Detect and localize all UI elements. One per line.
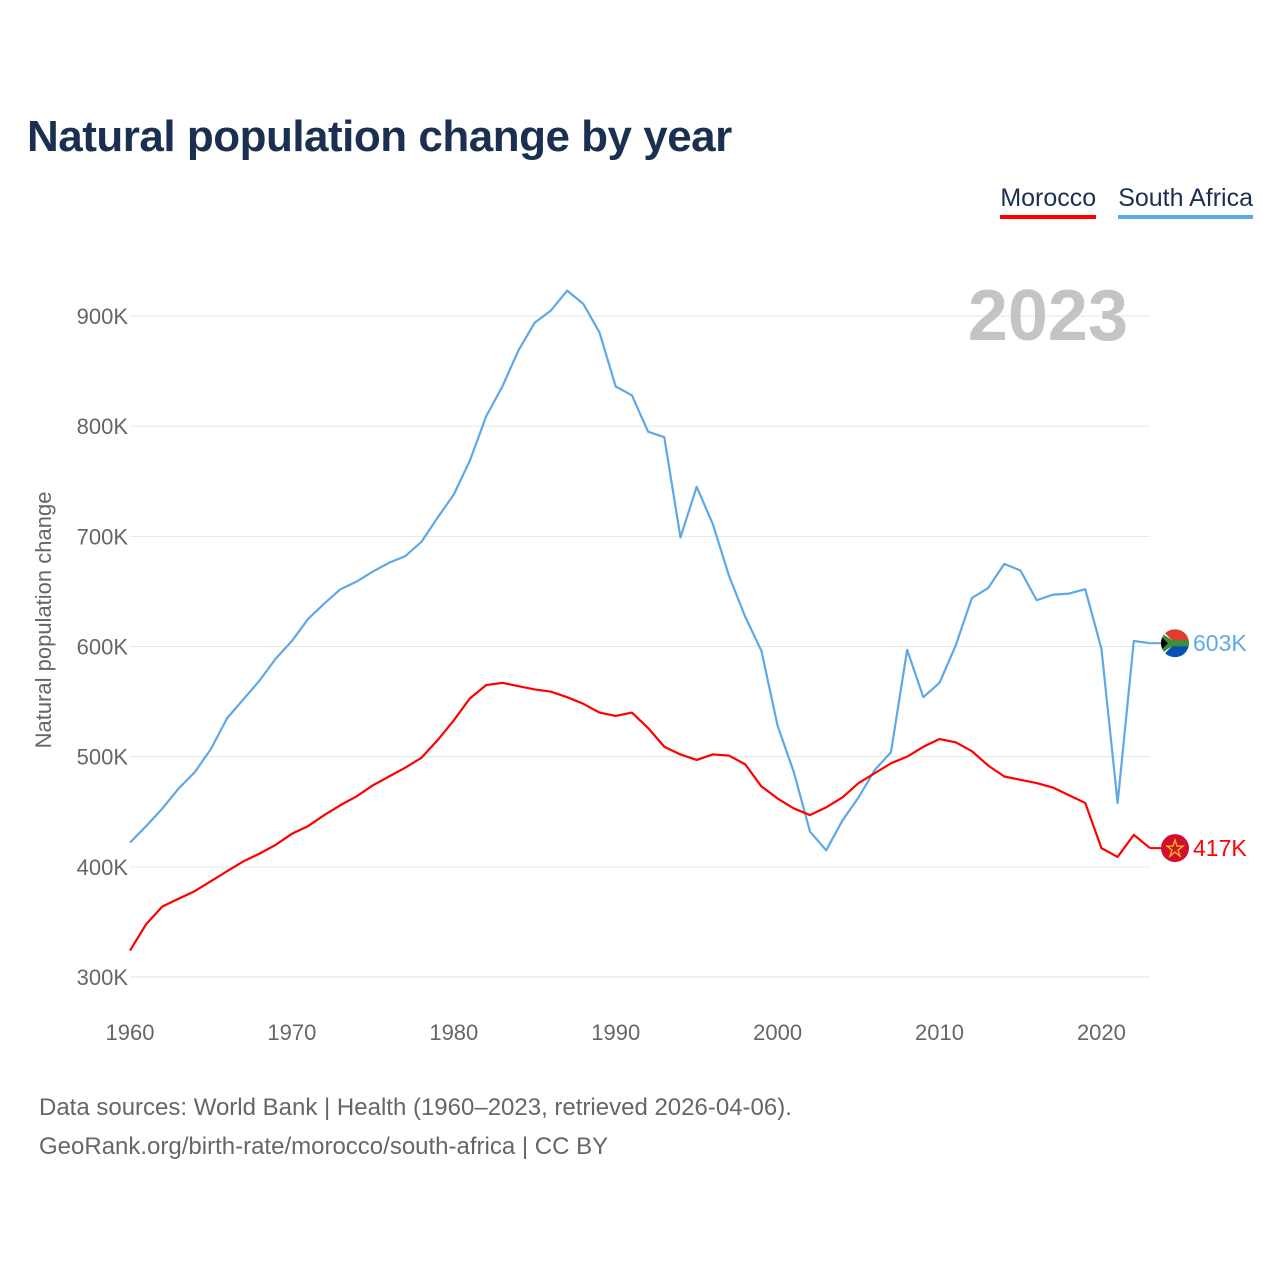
y-tick-label: 800K bbox=[77, 414, 129, 439]
y-tick-label: 300K bbox=[77, 965, 129, 990]
y-tick-label: 900K bbox=[77, 304, 129, 329]
y-tick-label: 500K bbox=[77, 745, 129, 770]
x-tick-label: 1980 bbox=[429, 1020, 478, 1045]
source-line: Data sources: World Bank | Health (1960–… bbox=[39, 1094, 792, 1121]
year-label: 2023 bbox=[968, 276, 1128, 356]
x-tick-label: 2000 bbox=[753, 1020, 802, 1045]
x-tick-label: 2020 bbox=[1077, 1020, 1126, 1045]
series-line-morocco bbox=[129, 681, 1151, 952]
end-value-label: 603K bbox=[1193, 630, 1247, 656]
south-africa-flag-icon bbox=[1161, 629, 1189, 658]
footer: Data sources: World Bank | Health (1960–… bbox=[39, 1088, 792, 1166]
y-tick-label: 400K bbox=[77, 855, 129, 880]
y-axis-label: Natural population change bbox=[31, 492, 56, 749]
legend-south-africa[interactable]: South Africa bbox=[1118, 184, 1253, 219]
x-tick-label: 2010 bbox=[915, 1020, 964, 1045]
star-icon bbox=[1165, 838, 1185, 858]
x-tick-label: 1990 bbox=[591, 1020, 640, 1045]
y-tick-label: 700K bbox=[77, 524, 129, 549]
end-value-label: 417K bbox=[1193, 835, 1247, 861]
chart-title: Natural population change by year bbox=[27, 112, 732, 161]
series-line-south-africa bbox=[129, 289, 1151, 852]
legend-morocco[interactable]: Morocco bbox=[1000, 184, 1097, 219]
y-tick-label: 600K bbox=[77, 635, 129, 660]
legend: Morocco South Africa bbox=[1000, 184, 1253, 219]
x-tick-label: 1960 bbox=[106, 1020, 155, 1045]
x-tick-label: 1970 bbox=[267, 1020, 316, 1045]
morocco-flag-icon bbox=[1161, 834, 1189, 863]
attribution-line: GeoRank.org/birth-rate/morocco/south-afr… bbox=[39, 1133, 609, 1160]
